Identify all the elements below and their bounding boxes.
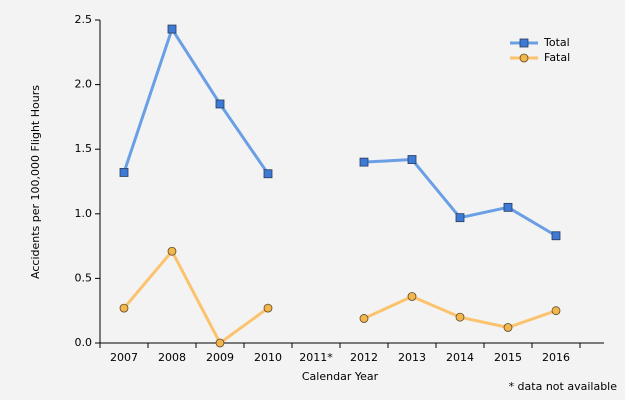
marker xyxy=(407,155,417,164)
marker xyxy=(263,169,273,179)
marker xyxy=(167,246,177,256)
marker xyxy=(551,306,561,316)
marker xyxy=(359,157,369,167)
legend-marker xyxy=(519,38,529,48)
legend-marker xyxy=(519,53,529,63)
y-tick-label: 1.5 xyxy=(75,142,93,155)
marker xyxy=(407,292,417,301)
legend-label: Fatal xyxy=(544,51,570,64)
x-tick-label: 2010 xyxy=(254,351,282,364)
x-tick-label: 2012 xyxy=(350,351,378,364)
x-tick-label: 2015 xyxy=(494,351,522,364)
marker xyxy=(455,312,465,322)
marker xyxy=(215,99,225,109)
y-tick-label: 2.0 xyxy=(75,78,93,91)
y-tick-label: 2.5 xyxy=(75,13,93,26)
marker xyxy=(359,314,369,323)
x-axis-label: Calendar Year xyxy=(302,370,379,383)
marker xyxy=(119,168,129,177)
y-tick-label: 0.0 xyxy=(75,336,93,349)
legend-label: Total xyxy=(543,36,570,49)
marker xyxy=(167,24,177,34)
marker xyxy=(119,303,129,313)
marker xyxy=(551,231,561,241)
y-axis-label: Accidents per 100,000 Flight Hours xyxy=(29,85,42,279)
x-tick-label: 2011* xyxy=(299,351,333,364)
y-tick-label: 1.0 xyxy=(75,207,93,220)
marker xyxy=(263,303,273,313)
x-tick-label: 2014 xyxy=(446,351,474,364)
x-tick-label: 2008 xyxy=(158,351,186,364)
x-tick-label: 2009 xyxy=(206,351,234,364)
x-tick-label: 2016 xyxy=(542,351,570,364)
y-tick-label: 0.5 xyxy=(75,271,93,284)
marker xyxy=(503,323,513,332)
x-tick-label: 2007 xyxy=(110,351,138,364)
x-tick-label: 2013 xyxy=(398,351,426,364)
marker xyxy=(215,338,225,348)
annotation: * data not available xyxy=(509,380,618,393)
marker xyxy=(503,202,513,212)
marker xyxy=(455,213,465,223)
